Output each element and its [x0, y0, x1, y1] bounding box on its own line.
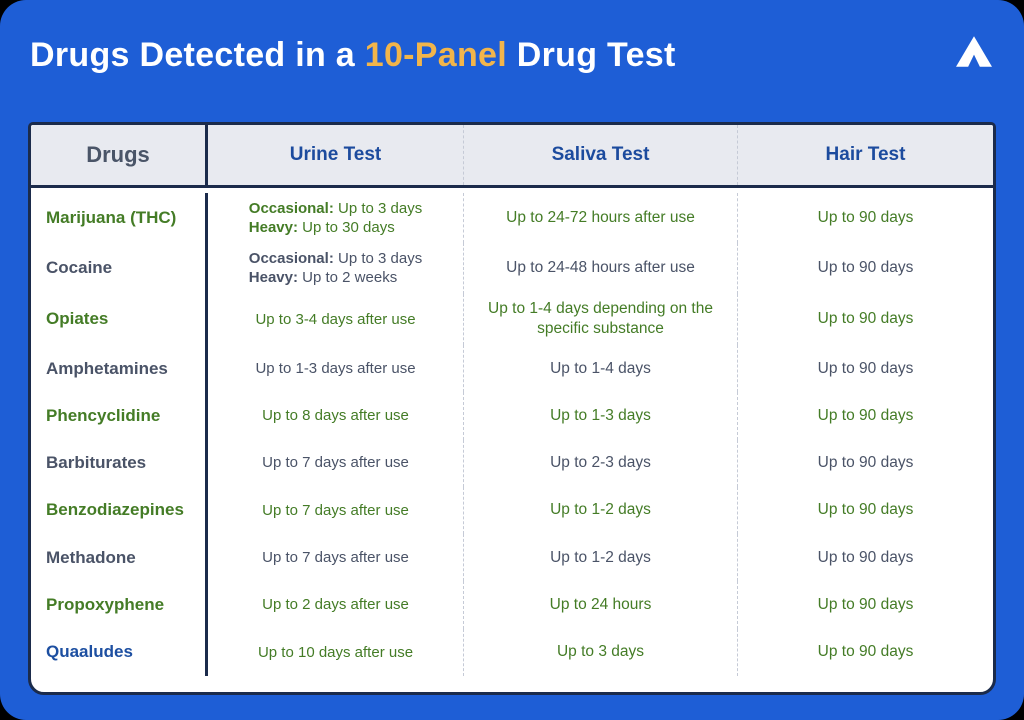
urine-value: Up to 7 days after use: [262, 501, 409, 521]
urine-cell: Up to 3-4 days after use: [205, 293, 463, 346]
urine-line: Up to 3-4 days after use: [255, 310, 416, 328]
urine-cell: Occasional: Up to 3 days Heavy: Up to 2 w…: [205, 243, 463, 294]
urine-value: Up to 7 days after use: [262, 453, 409, 473]
urine-cell: Up to 2 days after use: [205, 581, 463, 629]
saliva-value: Up to 24-72 hours after use: [506, 209, 695, 227]
saliva-value: Up to 24-48 hours after use: [506, 259, 695, 277]
urine-line: Up to 2 days after use: [262, 596, 409, 614]
drug-name-cell: Benzodiazepines: [46, 500, 184, 520]
drug-name-cell: Cocaine: [46, 258, 113, 278]
saliva-cell: Up to 24-72 hours after use: [463, 193, 737, 244]
column-header-drugs: Drugs: [86, 142, 150, 167]
drug-name-cell: Propoxyphene: [46, 594, 165, 614]
table-row: Barbiturates Up to 7 days after use Up to …: [31, 439, 993, 487]
hair-cell: Up to 90 days: [737, 628, 993, 676]
saliva-value: Up to 24 hours: [549, 595, 652, 613]
urine-line: Up to 7 days after use: [262, 501, 409, 519]
urine-value: Up to 10 days after use: [258, 643, 413, 663]
saliva-value: Up to 1-4 days depending on the specific…: [488, 300, 713, 338]
hair-cell: Up to 90 days: [737, 439, 993, 487]
drug-name-cell: Phencyclidine: [46, 405, 161, 425]
drug-name-cell: Marijuana (THC): [46, 208, 177, 228]
hair-cell: Up to 90 days: [737, 345, 993, 393]
urine-value: Up to 1-3 days after use: [255, 359, 415, 379]
urine-value: Occasional: Up to 3 days Heavy: Up to 2 w…: [249, 249, 422, 288]
urine-line: Heavy: Up to 2 weeks: [248, 269, 398, 287]
urine-value: Up to 2 days after use: [262, 595, 409, 615]
table-row: Propoxyphene Up to 2 days after use Up to …: [31, 581, 993, 629]
drug-name-cell: Methadone: [46, 547, 136, 567]
saliva-value: Up to 2-3 days: [550, 454, 651, 472]
hair-cell: Up to 90 days: [737, 534, 993, 582]
urine-cell: Up to 7 days after use: [205, 439, 463, 487]
page-title: Drugs Detected in a 10-Panel Drug Test: [30, 36, 676, 75]
title-part-2: Drug Test: [507, 36, 676, 74]
title-part-1: Drugs Detected in a: [30, 36, 365, 74]
hair-cell: Up to 90 days: [737, 243, 993, 294]
hair-cell: Up to 90 days: [737, 193, 993, 244]
table-row: Amphetamines Up to 1-3 days after use Up t…: [31, 345, 993, 393]
saliva-value: Up to 1-3 days: [550, 406, 651, 424]
urine-cell: Up to 1-3 days after use: [205, 345, 463, 393]
urine-cell: Up to 7 days after use: [205, 486, 463, 535]
table-row: Opiates Up to 3-4 days after use Up to 1-4…: [31, 293, 993, 346]
column-header-urine-test: Urine Test: [205, 125, 463, 185]
urine-value: Up to 3-4 days after use: [255, 310, 415, 330]
saliva-cell: Up to 1-2 days: [463, 534, 737, 582]
drug-name-cell: Opiates: [46, 309, 109, 329]
hair-cell: Up to 90 days: [737, 486, 993, 535]
urine-value: Up to 8 days after use: [262, 406, 409, 426]
urine-value: Up to 7 days after use: [262, 548, 409, 568]
table-row: Methadone Up to 7 days after use Up to 1-2…: [31, 534, 993, 582]
urine-line: Up to 7 days after use: [262, 454, 409, 472]
urine-line: Occasional: Up to 3 days: [248, 249, 423, 267]
table-body: Marijuana (THC) Occasional: Up to 3 days H…: [31, 188, 993, 692]
saliva-cell: Up to 2-3 days: [463, 439, 737, 487]
saliva-cell: Up to 3 days: [463, 628, 737, 676]
saliva-value: Up to 1-2 days: [550, 501, 651, 519]
urine-line: Up to 8 days after use: [262, 407, 409, 425]
saliva-cell: Up to 24-48 hours after use: [463, 243, 737, 294]
hair-cell: Up to 90 days: [737, 581, 993, 629]
saliva-cell: Up to 24 hours: [463, 581, 737, 629]
drug-name-cell: Amphetamines: [46, 358, 168, 378]
saliva-value: Up to 3 days: [556, 643, 645, 661]
title-highlight: 10-Panel: [364, 36, 508, 74]
urine-cell: Occasional: Up to 3 days Heavy: Up to 30 …: [205, 193, 463, 244]
urine-line: Heavy: Up to 30 days: [248, 219, 395, 237]
saliva-value: Up to 1-4 days: [550, 359, 651, 377]
hair-cell: Up to 90 days: [737, 392, 993, 440]
drug-name-cell: Quaaludes: [46, 642, 133, 662]
urine-cell: Up to 7 days after use: [205, 534, 463, 582]
urine-line: Up to 1-3 days after use: [255, 359, 416, 377]
urine-cell: Up to 10 days after use: [205, 628, 463, 676]
table-header-row: Drugs Urine Test Saliva Test Hair Test: [31, 125, 993, 188]
drug-test-table: Drugs Urine Test Saliva Test Hair Test M…: [28, 122, 996, 695]
column-header-saliva-test: Saliva Test: [463, 125, 737, 185]
table-row: Quaaludes Up to 10 days after use Up to 3 …: [31, 628, 993, 676]
urine-value: Occasional: Up to 3 days Heavy: Up to 30 …: [249, 199, 422, 238]
mountain-caret-icon: [956, 36, 992, 67]
urine-line: Occasional: Up to 3 days: [248, 199, 423, 217]
urine-line: Up to 10 days after use: [257, 643, 414, 661]
saliva-value: Up to 1-2 days: [550, 548, 651, 566]
table-row: Marijuana (THC) Occasional: Up to 3 days H…: [31, 193, 993, 244]
table-row: Cocaine Occasional: Up to 3 days Heavy: Up…: [31, 243, 993, 294]
table-row: Benzodiazepines Up to 7 days after use Up …: [31, 486, 993, 535]
table-row: Phencyclidine Up to 8 days after use Up to…: [31, 392, 993, 440]
saliva-cell: Up to 1-4 days depending on the specific…: [463, 293, 737, 346]
drug-name-cell: Barbiturates: [46, 453, 147, 473]
column-header-hair-test: Hair Test: [737, 125, 993, 185]
urine-line: Up to 7 days after use: [262, 549, 409, 567]
saliva-cell: Up to 1-3 days: [463, 392, 737, 440]
hair-cell: Up to 90 days: [737, 293, 993, 346]
saliva-cell: Up to 1-2 days: [463, 486, 737, 535]
saliva-cell: Up to 1-4 days: [463, 345, 737, 393]
urine-cell: Up to 8 days after use: [205, 392, 463, 440]
